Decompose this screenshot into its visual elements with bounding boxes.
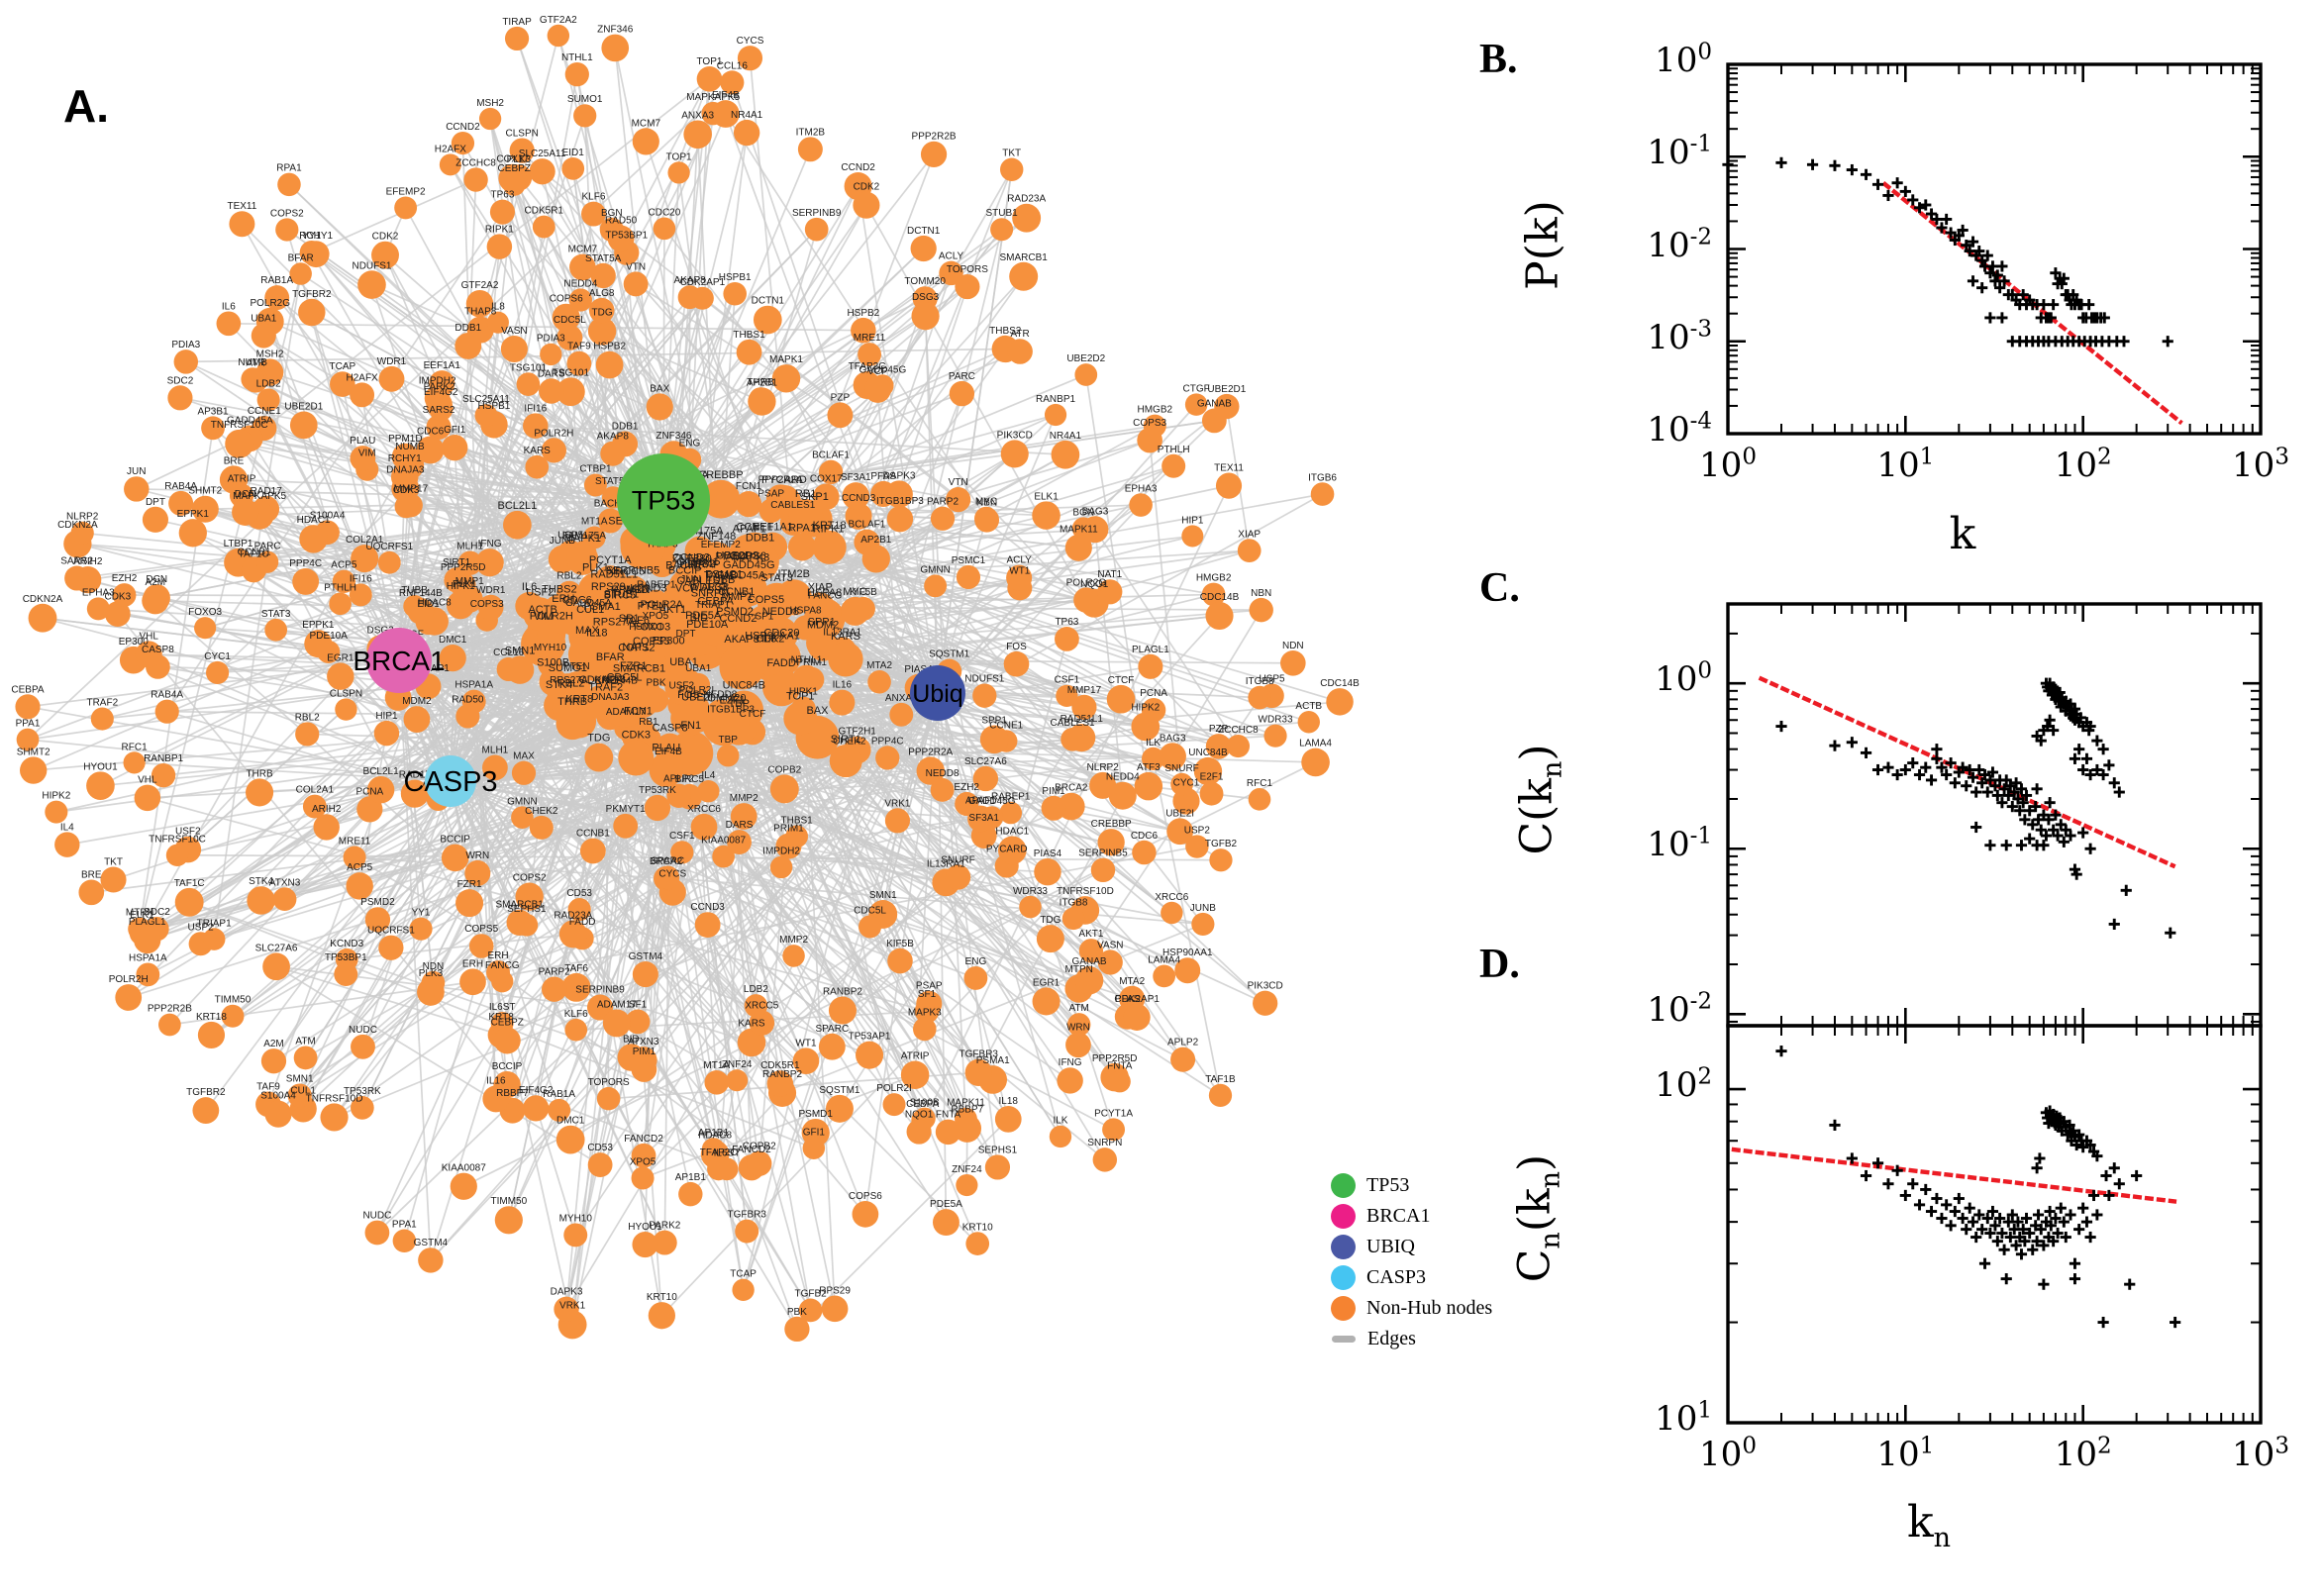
- tick-label-y-B: 10-3: [1647, 316, 1712, 357]
- tick-label-y-B: 10-2: [1647, 224, 1712, 265]
- network-edge: [781, 923, 1204, 1094]
- network-edge: [725, 113, 939, 694]
- panel-C-plot: [1726, 602, 2263, 1028]
- network-edge: [311, 178, 476, 253]
- tick-label-x-B: 100: [1699, 444, 1757, 485]
- network-edge: [727, 754, 1266, 1005]
- plot-frame: [1726, 602, 2263, 1028]
- network-edge: [188, 901, 632, 1058]
- network-edge: [722, 855, 866, 1215]
- legend-item-label: UBIQ: [1366, 1236, 1415, 1257]
- tick-label-x-D: 102: [2054, 1433, 2112, 1474]
- legend-node-swatch-icon: [1331, 1296, 1356, 1321]
- tick-label-y-D: 101: [1655, 1397, 1712, 1439]
- network-edge: [787, 393, 963, 847]
- tick-label-x-D: 101: [1876, 1433, 1935, 1474]
- panel-D-plot: [1726, 1024, 2263, 1425]
- legend-item-label: TP53: [1366, 1174, 1410, 1196]
- network-legend: TP53 BRCA1 UBIQ CASP3 Non-Hub nodes Edges: [1331, 1170, 1492, 1354]
- network-edge: [252, 378, 400, 661]
- legend-edge-swatch: [1332, 1336, 1356, 1343]
- network-edge: [1152, 758, 1222, 1096]
- network-edge: [802, 709, 836, 1309]
- network-edge: [376, 708, 698, 1234]
- axis-label-x-D: kn: [1906, 1497, 1952, 1553]
- network-edge: [213, 561, 268, 940]
- fit-line: [1758, 675, 2176, 869]
- axis-label-y-C: C(kn): [1511, 744, 1568, 855]
- tick-label-x-D: 103: [2232, 1433, 2289, 1474]
- network-edge: [876, 389, 903, 715]
- network-edge: [662, 153, 935, 501]
- plot-frame: [1726, 62, 2263, 436]
- legend-item-label: CASP3: [1366, 1266, 1427, 1288]
- tick-label-y-D: 102: [1655, 1063, 1712, 1106]
- network-edge: [601, 330, 762, 403]
- legend-item: UBIQ: [1331, 1232, 1492, 1262]
- tick-label-x-B: 101: [1876, 444, 1935, 485]
- legend-node-swatch-icon: [1331, 1235, 1356, 1259]
- tick-label-y-C: 10-2: [1647, 988, 1712, 1031]
- network-edge: [937, 414, 1057, 694]
- network-edge: [575, 73, 664, 501]
- axis-label-x-B: k: [1949, 509, 1976, 559]
- legend-item: CASP3: [1331, 1262, 1492, 1293]
- network-edge: [513, 184, 664, 501]
- panel-a-network: USF2 CDC6COPS6COPS2COPS3BCCIPCDK3CCND2WDR…: [11, 15, 1360, 1343]
- tick-label-y-B: 100: [1655, 39, 1712, 80]
- legend-item: BRCA1: [1331, 1201, 1492, 1232]
- network-edge: [866, 541, 1155, 711]
- axis-label-y-D: Cn(kn): [1509, 1153, 1566, 1283]
- tick-label-x-D: 100: [1699, 1433, 1757, 1474]
- network-edge: [342, 383, 400, 661]
- panel-b-label: B.: [1479, 37, 1518, 82]
- network-edge: [1171, 609, 1262, 757]
- legend-item-label: Non-Hub nodes: [1366, 1297, 1493, 1319]
- legend-node-swatch-icon: [1331, 1173, 1356, 1198]
- network-edge: [701, 297, 1087, 601]
- network-edge: [275, 965, 502, 1037]
- network-edge: [149, 653, 400, 661]
- tick-label-x-B: 103: [2232, 444, 2289, 485]
- network-edge: [725, 113, 987, 520]
- legend-node-swatch-icon: [1331, 1204, 1356, 1229]
- tick-label-y-B: 10-4: [1647, 408, 1712, 449]
- network-edge: [642, 1073, 916, 1179]
- tick-label-y-C: 100: [1655, 657, 1712, 700]
- legend-item: TP53: [1331, 1170, 1492, 1201]
- panel-a-label: A.: [63, 80, 109, 132]
- legend-item-label: BRCA1: [1366, 1205, 1431, 1227]
- network-edge: [398, 659, 866, 1215]
- network-edge: [771, 660, 1133, 1000]
- panel-c-label: C.: [1479, 565, 1520, 611]
- network-edge: [731, 82, 939, 694]
- legend-item: Edges: [1331, 1324, 1492, 1354]
- tick-label-x-B: 102: [2054, 444, 2112, 485]
- network-edge: [345, 780, 452, 975]
- panel-B-plot: [1722, 62, 2263, 436]
- network-edge: [450, 780, 668, 879]
- network-edge: [574, 692, 939, 1236]
- legend-item-label: Edges: [1367, 1328, 1416, 1349]
- network-edge: [334, 1006, 601, 1119]
- network-edge: [599, 692, 939, 1166]
- network-edge: [822, 168, 1013, 647]
- axis-label-y-B: P(k): [1517, 200, 1568, 290]
- network-edge: [865, 204, 1087, 601]
- network-edge: [937, 692, 1222, 1096]
- legend-node-swatch-icon: [1331, 1265, 1356, 1290]
- panel-d-label: D.: [1479, 942, 1520, 987]
- network-edge: [299, 701, 602, 1097]
- tick-label-y-B: 10-1: [1647, 131, 1712, 173]
- legend-item: Non-Hub nodes: [1331, 1293, 1492, 1324]
- tick-label-y-C: 10-1: [1647, 823, 1712, 865]
- network-edge: [855, 495, 986, 697]
- network-edge: [796, 1118, 1009, 1331]
- network-edge: [1094, 529, 1240, 748]
